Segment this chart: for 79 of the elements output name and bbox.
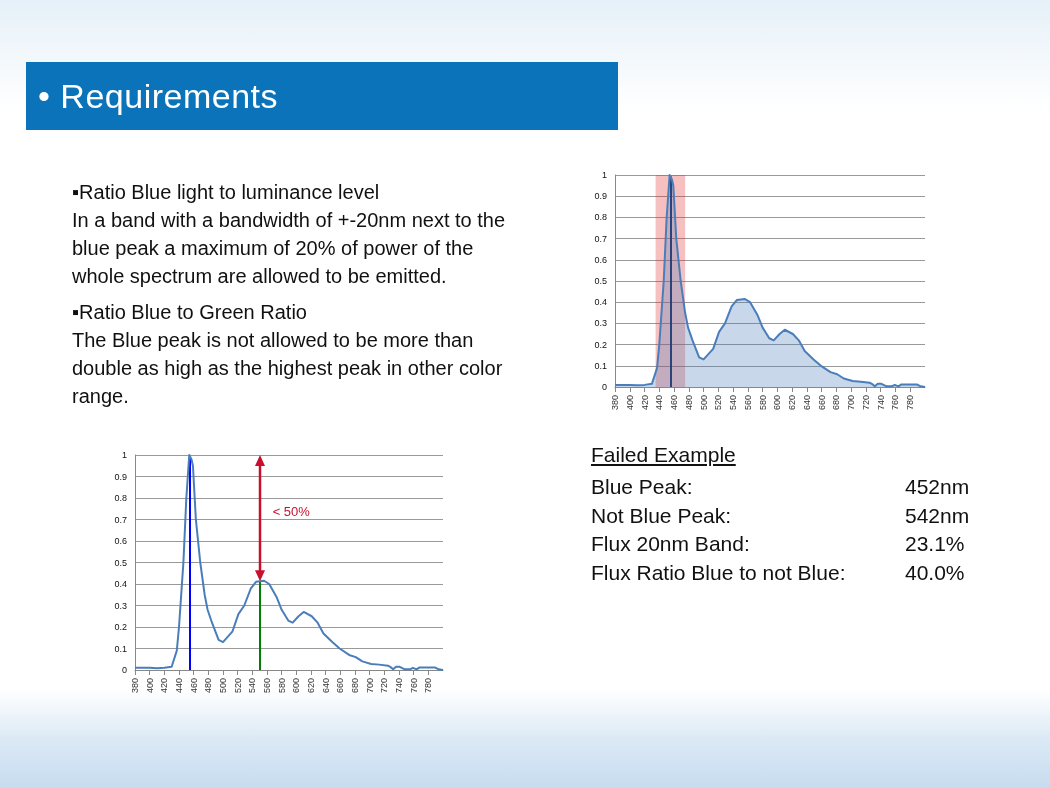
x-tick-label: 760 bbox=[408, 678, 419, 694]
y-tick-label: 0.5 bbox=[594, 276, 607, 286]
x-tick-label: 640 bbox=[320, 678, 331, 694]
text: • Requirements bbox=[26, 62, 618, 130]
y-tick-label: 0.8 bbox=[114, 493, 127, 503]
annotation: < 50% bbox=[272, 502, 310, 521]
x-tick-label: 480 bbox=[683, 395, 694, 411]
text: ▪Ratio Blue to Green Ratio bbox=[72, 300, 308, 325]
x-tick-label: 520 bbox=[232, 678, 243, 694]
x-tick-label: 620 bbox=[787, 395, 798, 411]
y-tick-label: 0.9 bbox=[594, 191, 607, 202]
y-tick-label: 1 bbox=[121, 450, 127, 460]
x-tick-label: 660 bbox=[335, 678, 346, 694]
x-tick-label: 540 bbox=[728, 395, 739, 411]
x-tick-label: 560 bbox=[262, 678, 272, 694]
x-tick-label: 380 bbox=[610, 395, 620, 411]
x-tick-label: 500 bbox=[218, 678, 228, 694]
x-tick-label: 780 bbox=[905, 395, 916, 411]
text: Flux Ratio Blue to not Blue: bbox=[591, 559, 846, 586]
x-tick-label: 680 bbox=[831, 395, 842, 411]
y-tick-label: 0.7 bbox=[594, 233, 607, 244]
x-tick-label: 760 bbox=[890, 395, 901, 411]
x-tick-label: 700 bbox=[364, 678, 375, 694]
x-tick-label: 640 bbox=[801, 395, 812, 411]
text: Flux 20nm Band: bbox=[591, 531, 750, 557]
x-tick-label: 460 bbox=[669, 395, 680, 411]
x-tick-label: 420 bbox=[639, 395, 650, 411]
x-tick-label: 560 bbox=[742, 395, 753, 411]
x-tick-label: 720 bbox=[379, 678, 390, 694]
text: The Blue peak is not allowed to be more than double as high as the highest peak in other color range. bbox=[72, 328, 504, 409]
x-tick-label: 500 bbox=[698, 395, 709, 411]
x-tick-label: 600 bbox=[772, 395, 783, 411]
text: Not Blue Peak: bbox=[591, 502, 732, 529]
x-tick-label: 740 bbox=[394, 678, 404, 694]
x-tick-label: 400 bbox=[624, 395, 635, 411]
y-tick-label: 0.2 bbox=[594, 339, 607, 350]
y-tick-label: 1 bbox=[601, 170, 607, 180]
y-tick-label: 0.6 bbox=[114, 536, 127, 546]
x-tick-label: 740 bbox=[875, 395, 886, 411]
x-tick-label: 580 bbox=[757, 395, 768, 411]
x-tick-label: 660 bbox=[816, 395, 827, 411]
y-tick-label: 0.1 bbox=[114, 643, 127, 654]
y-tick-label: 0.9 bbox=[114, 471, 127, 482]
x-tick-label: 700 bbox=[846, 395, 857, 411]
y-tick-label: 0 bbox=[121, 665, 127, 675]
x-tick-label: 400 bbox=[144, 678, 155, 694]
text: In a band with a bandwidth of +-20nm next to the blue peak a maximum of 20% of power of the whole spectrum are allowed to be emitted. bbox=[72, 208, 507, 289]
y-tick-label: 0.4 bbox=[594, 297, 607, 308]
y-tick-label: 0.7 bbox=[114, 514, 127, 525]
text: Blue Peak: bbox=[591, 474, 693, 500]
x-tick-label: 460 bbox=[188, 678, 199, 694]
y-tick-label: 0.1 bbox=[594, 360, 607, 371]
text: 23.1% bbox=[905, 531, 965, 557]
x-tick-label: 440 bbox=[174, 678, 184, 694]
x-tick-label: 600 bbox=[291, 678, 302, 694]
x-tick-label: 380 bbox=[130, 678, 140, 694]
x-tick-label: 780 bbox=[423, 678, 434, 694]
y-tick-label: 0.5 bbox=[114, 557, 127, 568]
x-tick-label: 480 bbox=[203, 678, 214, 694]
x-tick-label: 720 bbox=[860, 395, 871, 411]
x-tick-label: 520 bbox=[713, 395, 724, 411]
y-tick-label: 0.3 bbox=[594, 318, 607, 329]
y-tick-label: 0 bbox=[601, 382, 607, 392]
text: Failed Example bbox=[591, 442, 736, 468]
text: 452nm bbox=[905, 474, 970, 500]
x-tick-label: 620 bbox=[306, 678, 316, 694]
y-tick-label: 0.3 bbox=[114, 600, 127, 611]
x-tick-label: 680 bbox=[350, 678, 360, 694]
y-tick-label: 0.6 bbox=[594, 254, 607, 265]
y-tick-label: 0.4 bbox=[114, 579, 127, 589]
text: 40.0% bbox=[905, 559, 965, 586]
text: ▪Ratio Blue light to luminance level bbox=[72, 180, 381, 205]
y-tick-label: 0.2 bbox=[114, 622, 127, 632]
y-tick-label: 0.8 bbox=[594, 212, 607, 223]
x-tick-label: 580 bbox=[276, 678, 287, 694]
text: 542nm bbox=[905, 502, 970, 529]
x-tick-label: 440 bbox=[654, 395, 665, 411]
x-tick-label: 420 bbox=[159, 678, 170, 694]
x-tick-label: 540 bbox=[247, 678, 258, 694]
